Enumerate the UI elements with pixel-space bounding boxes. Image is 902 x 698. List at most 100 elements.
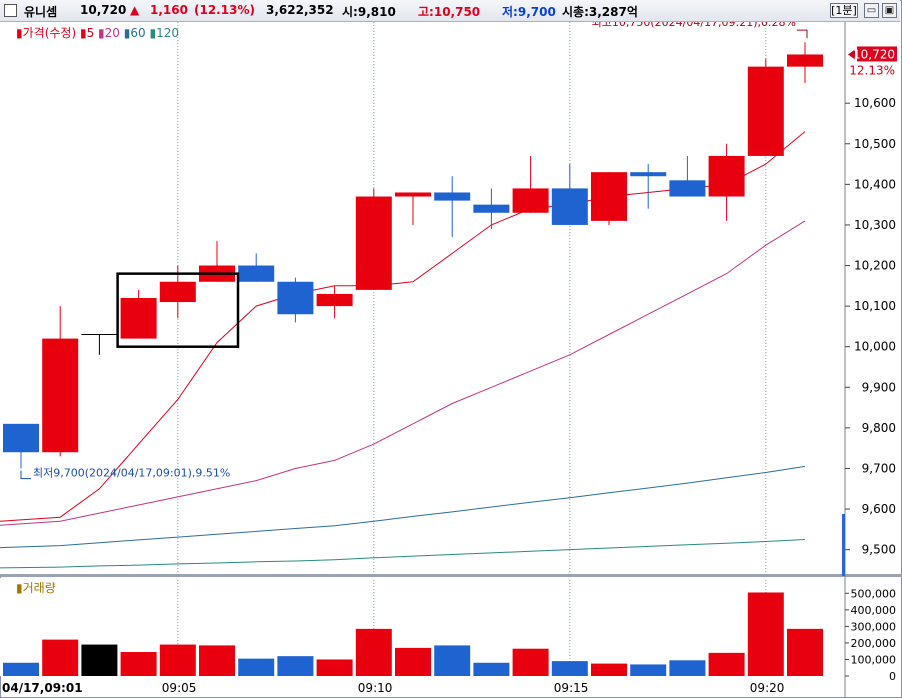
low-price: 저:9,700 [502, 5, 556, 19]
price-tick-label: 10,400 [854, 177, 896, 191]
price-volume-chart: 9,500 9,600 9,700 9,800 9,900 10,000 10,100 10,… [0, 22, 902, 698]
volume-bar [3, 662, 39, 676]
price-legend-marker: ▮ [16, 26, 23, 40]
candles [3, 42, 823, 469]
candle-body [708, 155, 745, 197]
market-cap: 시총:3,287억 [562, 5, 638, 19]
volume-bars [3, 592, 823, 676]
price-tick-label: 9,900 [862, 380, 896, 394]
volume-bar [434, 645, 471, 676]
moving-average-lines [0, 131, 806, 569]
current-price-label: 10,720 [853, 47, 895, 61]
maximize-icon[interactable]: ▣ [882, 3, 897, 18]
ma5-legend: 5 [86, 26, 95, 40]
price-tick-label: 9,800 [862, 421, 896, 435]
ma60-legend: 60 [130, 26, 146, 40]
volume-bar [473, 662, 510, 676]
time-label: 09:10 [358, 681, 393, 695]
volume-bar [81, 644, 118, 676]
volume-bar [630, 664, 667, 676]
price-legend: ▮가격(수정) ▮5 ▮20 ▮60 ▮120 [16, 24, 179, 41]
volume-tick-label: 100,000 [851, 653, 897, 666]
axes: 9,500 9,600 9,700 9,800 9,900 10,000 10,100 10,… [2, 96, 896, 695]
volume-bar [120, 652, 157, 676]
volume-legend: ▮거래량 [16, 579, 56, 596]
candle-body [669, 180, 706, 197]
time-label: 09:05 [162, 681, 197, 695]
price-legend-name: 가격(수정) [22, 26, 77, 40]
stock-name: 유니셈 [24, 5, 58, 19]
candle-body [630, 172, 667, 177]
volume-value: 3,622,352 [266, 3, 334, 17]
ma60-legend-marker: ▮ [123, 26, 131, 40]
volume-bar [512, 648, 549, 676]
ma120-line [0, 539, 806, 569]
candle-body [395, 192, 431, 197]
change-up-icon: ▲ [130, 3, 140, 17]
volume-tick-label: 300,000 [851, 620, 897, 633]
current-price: 10,720 [80, 3, 127, 17]
change-value: 1,160 [150, 3, 188, 17]
time-label: 04/17,09:01 [2, 681, 83, 695]
price-tick-label: 10,600 [854, 96, 896, 110]
scroll-marker [842, 514, 845, 576]
price-tick-label: 10,300 [854, 218, 896, 232]
volume-bar [591, 663, 627, 676]
volume-bar [42, 639, 79, 676]
stock-header: 유니셈 10,720 ▲ 1,160 (12.13%) 3,622,352 시:… [0, 0, 900, 22]
ma60-line [0, 465, 806, 549]
current-percent-label: 12.13% [849, 63, 895, 77]
candle-body [473, 204, 510, 213]
ma20-legend: 20 [104, 26, 120, 40]
volume-tick-label: 400,000 [851, 604, 897, 617]
volume-bar [277, 656, 314, 676]
volume-tick-label: 0 [889, 670, 896, 683]
ma120-legend: 120 [156, 26, 179, 40]
ma5-legend-marker: ▮ [79, 26, 87, 40]
price-tick-label: 9,700 [862, 461, 896, 475]
open-price: 시:9,810 [342, 5, 396, 19]
candle-body [747, 66, 784, 156]
candle-body [316, 293, 353, 307]
ma20-line [0, 220, 806, 526]
minimize-icon[interactable]: ▭ [864, 3, 879, 18]
volume-bar [199, 645, 235, 676]
candle-body [355, 196, 392, 290]
volume-legend-name: 거래량 [22, 581, 56, 595]
candle-body [434, 192, 471, 201]
price-tick-label: 9,600 [862, 502, 896, 516]
select-checkbox[interactable] [4, 4, 17, 17]
ma120-legend-marker: ▮ [149, 26, 157, 40]
candle-body [42, 338, 79, 453]
volume-legend-marker: ▮ [16, 581, 23, 595]
volume-bar [747, 592, 784, 676]
candle-body [159, 281, 196, 303]
price-tick-label: 10,500 [854, 137, 896, 151]
candle-body [591, 172, 627, 221]
candle-body [551, 188, 588, 225]
candle-body [238, 265, 275, 282]
current-price-arrow-icon [848, 49, 855, 60]
time-label: 09:20 [750, 681, 785, 695]
candle-body [120, 298, 157, 339]
current-price-box [857, 46, 897, 62]
annotations: 최고10,750(2024/04/17,09:21),0.28% 최저9,700(… [20, 22, 897, 576]
time-label: 09:15 [554, 681, 589, 695]
price-tick-label: 9,500 [862, 543, 896, 557]
price-tick-label: 10,000 [854, 340, 896, 354]
high-price: 고:10,750 [418, 5, 481, 19]
volume-bar [669, 660, 706, 676]
volume-tick-label: 200,000 [851, 637, 897, 650]
period-button[interactable]: [1분] [830, 3, 858, 18]
low-arrow-icon [20, 470, 31, 480]
volume-bar [395, 647, 431, 676]
volume-bar [551, 661, 588, 676]
highlight-box [116, 272, 240, 348]
volume-bar [159, 644, 196, 676]
volume-bar [238, 658, 275, 676]
volume-bar [355, 628, 392, 676]
change-percent: (12.13%) [194, 3, 255, 17]
candle-body [512, 188, 549, 213]
candle-body [277, 281, 314, 315]
volume-bar [316, 659, 353, 676]
